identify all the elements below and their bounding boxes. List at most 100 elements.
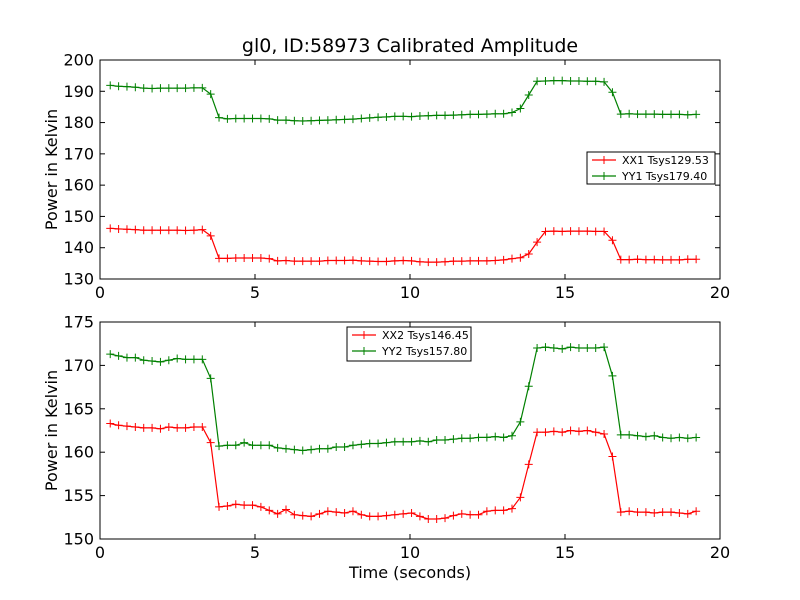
data-point <box>282 505 290 514</box>
data-point <box>382 112 391 121</box>
data-point <box>625 430 634 439</box>
data-point <box>524 91 533 100</box>
data-point <box>290 510 299 519</box>
data-point <box>650 431 659 440</box>
data-point <box>650 508 659 517</box>
data-point <box>432 515 441 524</box>
data-point <box>248 254 257 263</box>
data-point <box>198 355 207 364</box>
data-point <box>449 111 458 120</box>
data-point <box>683 255 692 264</box>
data-point <box>558 344 567 353</box>
data-point <box>332 256 341 265</box>
data-point <box>566 76 575 85</box>
data-point <box>273 509 282 518</box>
data-point <box>382 257 391 266</box>
data-point <box>524 382 533 391</box>
data-point <box>248 441 257 450</box>
y-axis-label: Power in Kelvin <box>42 109 61 230</box>
data-point <box>600 77 609 86</box>
data-point <box>667 434 676 443</box>
data-point <box>516 493 525 502</box>
data-point <box>407 508 416 517</box>
data-point <box>675 255 684 264</box>
data-point <box>692 255 701 264</box>
data-point <box>189 355 198 364</box>
data-point <box>482 110 491 119</box>
data-point <box>566 426 575 435</box>
data-point <box>499 109 508 118</box>
data-point <box>407 437 416 446</box>
data-point <box>181 423 190 432</box>
data-point <box>382 511 391 520</box>
data-point <box>583 344 592 353</box>
data-point <box>432 436 441 445</box>
data-point <box>415 436 424 445</box>
data-point <box>365 257 374 266</box>
data-point <box>424 111 433 120</box>
data-point <box>549 427 558 436</box>
y-tick-label: 200 <box>63 51 94 70</box>
data-point <box>248 501 257 510</box>
data-point <box>449 435 458 444</box>
x-tick-label: 5 <box>250 283 260 302</box>
data-point <box>223 502 232 511</box>
data-point <box>114 421 123 430</box>
data-point <box>683 509 692 518</box>
data-point <box>240 114 249 123</box>
data-point <box>507 504 516 513</box>
legend-marker <box>360 331 368 339</box>
data-point <box>482 507 491 516</box>
data-point <box>256 114 265 123</box>
y-tick-label: 130 <box>63 270 94 289</box>
data-point <box>298 446 307 455</box>
data-point <box>173 84 182 93</box>
data-point <box>173 354 182 363</box>
data-point <box>131 225 140 234</box>
data-point <box>608 236 617 245</box>
data-point <box>549 227 558 236</box>
data-point <box>374 257 383 266</box>
data-point <box>273 256 282 265</box>
data-point <box>256 254 265 263</box>
data-point <box>683 110 692 119</box>
data-point <box>482 256 491 265</box>
data-point <box>432 111 441 120</box>
data-point <box>583 426 592 435</box>
data-point <box>491 506 500 515</box>
y-tick-label: 165 <box>63 399 94 418</box>
data-point <box>558 428 567 437</box>
data-point <box>139 356 148 365</box>
data-point <box>290 445 299 454</box>
data-point <box>148 423 157 432</box>
data-point <box>399 112 408 121</box>
data-point <box>616 110 625 119</box>
data-point <box>173 423 182 432</box>
data-point <box>357 114 366 123</box>
data-point <box>390 112 399 121</box>
y-tick-label: 175 <box>63 313 94 332</box>
top-subplot: 0 5 10 15 20 130 140 150 160 170 180 190 200 Power in… <box>42 51 730 303</box>
data-point <box>122 82 131 91</box>
data-point <box>340 256 349 265</box>
data-point <box>574 76 583 85</box>
data-point <box>290 257 299 266</box>
data-point <box>641 255 650 264</box>
data-point <box>231 114 240 123</box>
data-point <box>315 509 324 518</box>
legend-label: XX2 Tsys146.45 <box>382 329 469 342</box>
data-point <box>457 434 466 443</box>
data-point <box>667 255 676 264</box>
y-tick-label: 155 <box>63 486 94 505</box>
data-point <box>658 508 667 517</box>
data-point <box>122 353 131 362</box>
data-point <box>399 509 408 518</box>
data-point <box>524 460 533 469</box>
data-point <box>441 436 450 445</box>
data-point <box>265 114 274 123</box>
data-point <box>491 109 500 118</box>
data-point <box>189 226 198 235</box>
data-point <box>282 256 290 265</box>
data-point <box>198 225 207 234</box>
data-point <box>507 254 516 263</box>
